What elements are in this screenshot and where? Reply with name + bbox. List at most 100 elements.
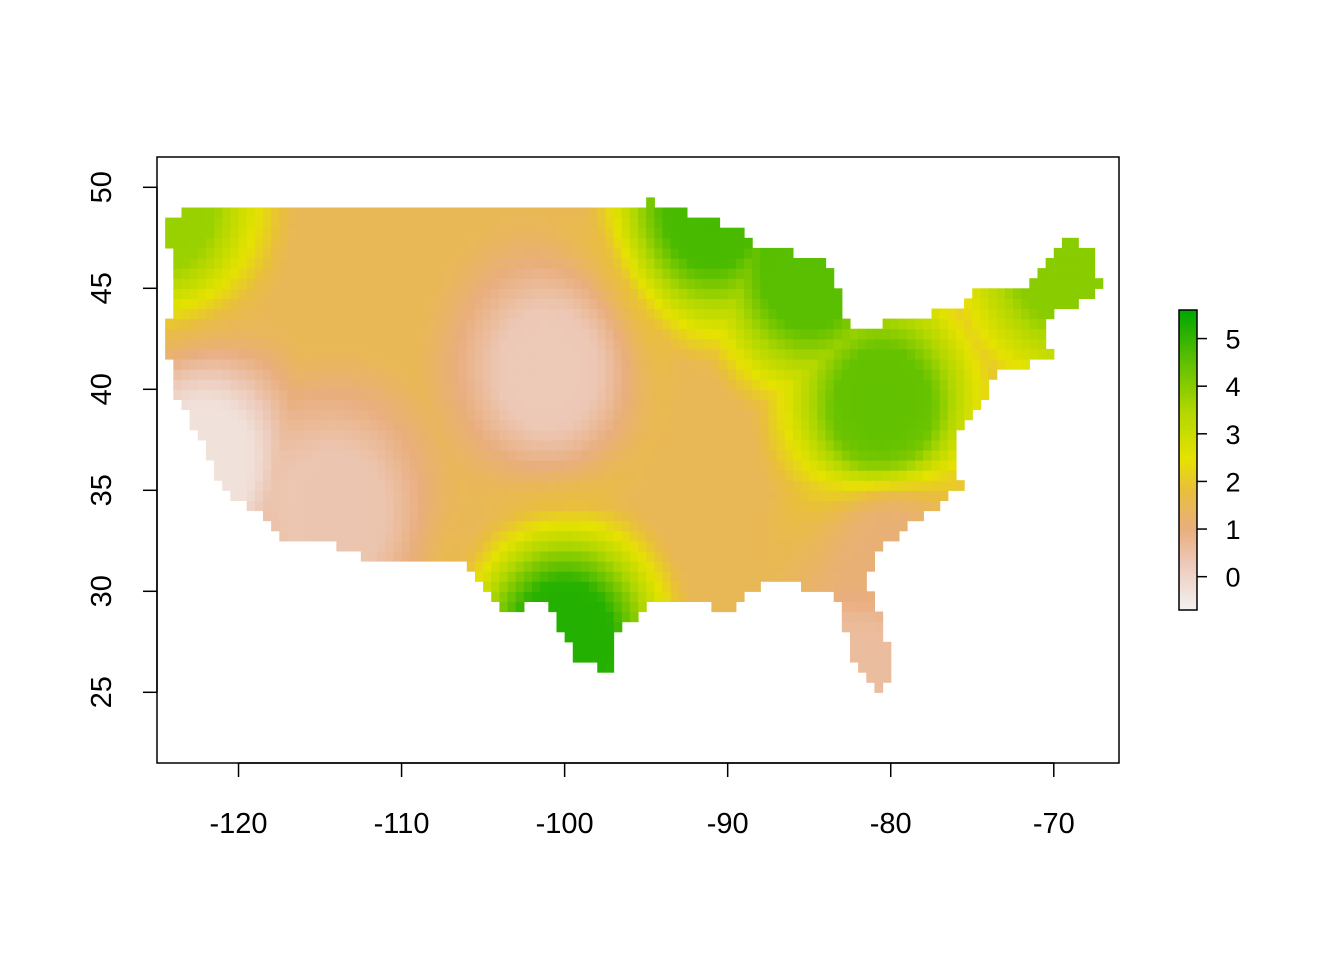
- heatmap-cell: [874, 439, 884, 451]
- heatmap-cell: [678, 288, 688, 299]
- heatmap-cell: [238, 399, 248, 411]
- heatmap-cell: [589, 207, 598, 219]
- heatmap-cell: [556, 601, 566, 613]
- heatmap-cell: [246, 480, 256, 491]
- heatmap-cell: [662, 379, 672, 390]
- heatmap-cell: [735, 581, 745, 592]
- heatmap-cell: [727, 399, 737, 411]
- heatmap-cell: [442, 217, 452, 229]
- heatmap-cell: [320, 298, 329, 310]
- heatmap-cell: [646, 268, 655, 279]
- heatmap-cell: [385, 308, 395, 320]
- heatmap-cell: [646, 399, 655, 411]
- heatmap-cell: [1053, 298, 1063, 310]
- heatmap-cell: [474, 419, 484, 431]
- legend-color-step: [1179, 380, 1197, 384]
- heatmap-cell: [336, 369, 346, 380]
- heatmap-cell: [768, 520, 778, 532]
- x-axis: -120 -110 -100 -90 -80 -70: [210, 762, 1075, 840]
- heatmap-cell: [809, 449, 818, 461]
- heatmap-cell: [784, 268, 794, 279]
- heatmap-cell: [670, 480, 680, 491]
- heatmap-cell: [629, 480, 639, 491]
- heatmap-cell: [417, 460, 427, 471]
- heatmap-cell: [638, 217, 647, 229]
- heatmap-cell: [556, 480, 566, 491]
- heatmap-cell: [548, 348, 558, 360]
- heatmap-cell: [923, 328, 933, 340]
- heatmap-cell: [556, 338, 566, 350]
- heatmap-cell: [727, 490, 737, 501]
- heatmap-cell: [507, 591, 517, 602]
- heatmap-cell: [515, 601, 525, 613]
- heatmap-cell: [613, 449, 623, 461]
- heatmap-cell: [426, 318, 435, 330]
- heatmap-cell: [246, 389, 256, 400]
- heatmap-cell: [222, 389, 231, 400]
- heatmap-cell: [189, 237, 199, 249]
- heatmap-cell: [589, 651, 598, 663]
- heatmap-cell: [841, 429, 851, 441]
- heatmap-cell: [1013, 308, 1022, 320]
- heatmap-cell: [605, 662, 615, 673]
- heatmap-cell: [417, 308, 427, 320]
- heatmap-cell: [238, 389, 248, 400]
- heatmap-cell: [735, 419, 745, 431]
- heatmap-cell: [874, 520, 884, 532]
- heatmap-cell: [686, 540, 696, 552]
- heatmap-cell: [189, 298, 199, 310]
- heatmap-cell: [801, 571, 810, 582]
- heatmap-cell: [409, 308, 419, 320]
- heatmap-cell: [743, 439, 753, 451]
- heatmap-cell: [890, 449, 900, 461]
- heatmap-cell: [556, 348, 566, 360]
- heatmap-cell: [336, 227, 346, 239]
- heatmap-cell: [768, 460, 778, 471]
- heatmap-cell: [393, 470, 403, 481]
- heatmap-cell: [230, 288, 240, 299]
- heatmap-cell: [613, 510, 623, 522]
- heatmap-cell: [564, 571, 574, 582]
- heatmap-cell: [1045, 298, 1055, 310]
- heatmap-cell: [866, 359, 876, 370]
- heatmap-cell: [466, 429, 476, 441]
- heatmap-cell: [344, 318, 354, 330]
- heatmap-cell: [360, 207, 370, 219]
- heatmap-cell: [711, 227, 721, 239]
- heatmap-cell: [336, 308, 346, 320]
- heatmap-cell: [670, 258, 680, 269]
- heatmap-cell: [360, 359, 370, 370]
- heatmap-cell: [173, 348, 183, 360]
- heatmap-cell: [580, 561, 590, 572]
- heatmap-cell: [442, 520, 452, 532]
- heatmap-cell: [866, 591, 876, 602]
- heatmap-cell: [784, 258, 794, 269]
- heatmap-cell: [287, 520, 297, 532]
- heatmap-cell: [727, 540, 737, 552]
- heatmap-cell: [784, 561, 794, 572]
- legend-color-step: [1179, 565, 1197, 569]
- heatmap-cell: [466, 470, 476, 481]
- heatmap-cell: [654, 460, 664, 471]
- heatmap-cell: [580, 530, 590, 542]
- heatmap-cell: [686, 379, 696, 390]
- heatmap-cell: [491, 591, 500, 602]
- heatmap-cell: [474, 288, 484, 299]
- heatmap-cell: [597, 662, 606, 673]
- heatmap-cell: [792, 460, 802, 471]
- heatmap-cell: [670, 460, 680, 471]
- heatmap-cell: [393, 439, 403, 451]
- heatmap-cell: [907, 359, 916, 370]
- heatmap-cell: [491, 389, 500, 400]
- heatmap-cell: [760, 510, 770, 522]
- heatmap-cell: [849, 601, 859, 613]
- heatmap-cell: [214, 308, 223, 320]
- heatmap-cell: [695, 591, 704, 602]
- heatmap-cell: [841, 611, 851, 623]
- heatmap-cell: [629, 500, 639, 512]
- heatmap-cell: [205, 318, 215, 330]
- heatmap-cell: [638, 308, 647, 320]
- heatmap-cell: [678, 318, 688, 330]
- heatmap-cell: [654, 591, 664, 602]
- heatmap-cell: [613, 429, 623, 441]
